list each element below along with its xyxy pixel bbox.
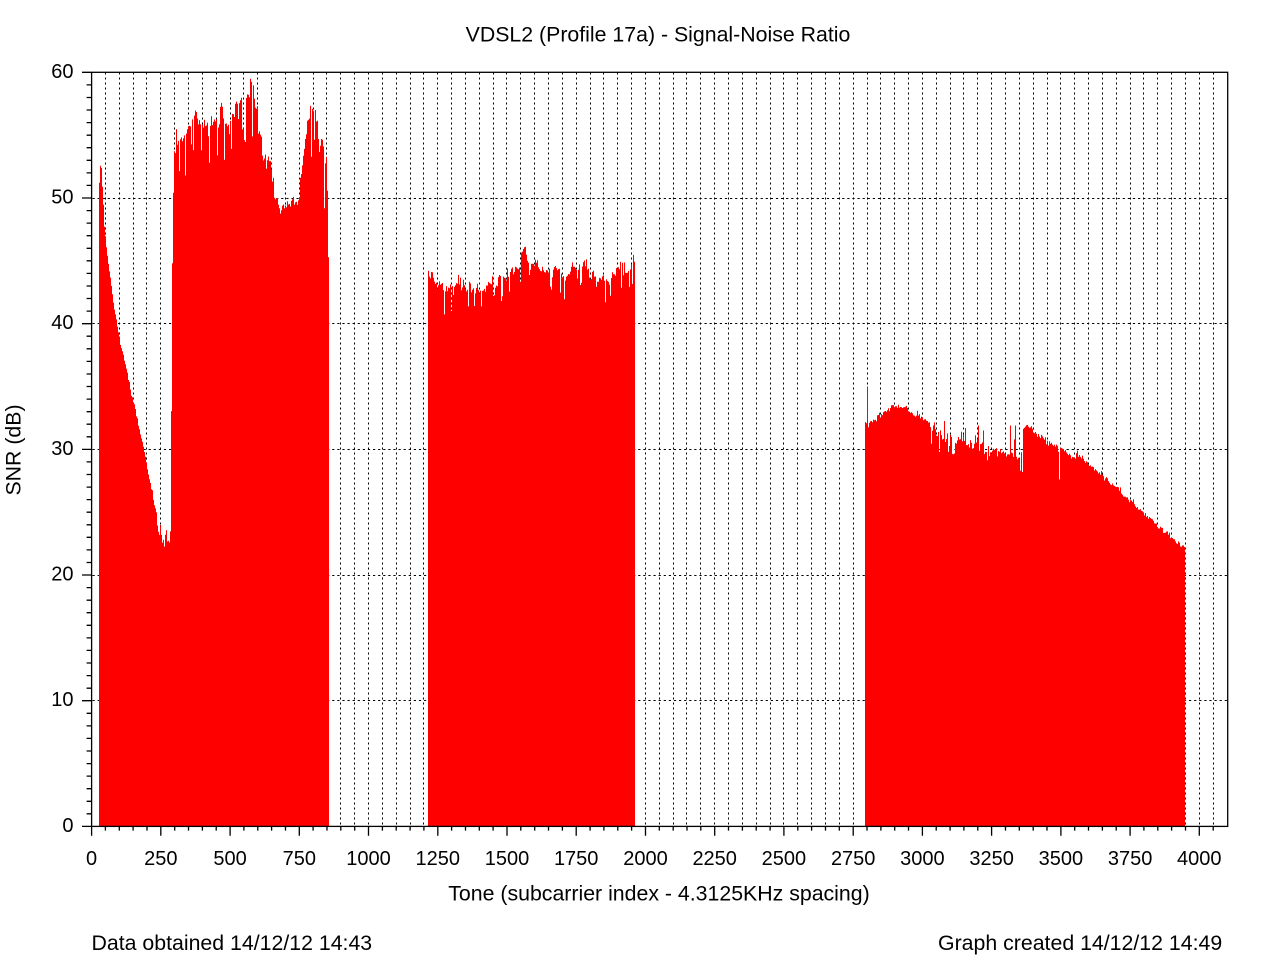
svg-text:2250: 2250 bbox=[692, 848, 737, 870]
svg-text:1500: 1500 bbox=[485, 848, 530, 870]
svg-text:3500: 3500 bbox=[1039, 848, 1084, 870]
svg-text:3750: 3750 bbox=[1108, 848, 1153, 870]
svg-text:500: 500 bbox=[213, 848, 246, 870]
svg-text:2500: 2500 bbox=[762, 848, 807, 870]
svg-text:3250: 3250 bbox=[969, 848, 1014, 870]
svg-text:20: 20 bbox=[51, 564, 73, 586]
svg-text:4000: 4000 bbox=[1177, 848, 1222, 870]
svg-text:Tone (subcarrier index - 4.312: Tone (subcarrier index - 4.3125KHz spaci… bbox=[448, 882, 869, 906]
svg-text:Graph created 14/12/12 14:49: Graph created 14/12/12 14:49 bbox=[938, 931, 1222, 955]
svg-text:40: 40 bbox=[51, 312, 73, 334]
svg-text:2000: 2000 bbox=[623, 848, 668, 870]
svg-text:1750: 1750 bbox=[554, 848, 599, 870]
svg-text:50: 50 bbox=[51, 187, 73, 209]
svg-text:1250: 1250 bbox=[416, 848, 461, 870]
svg-text:SNR (dB): SNR (dB) bbox=[2, 404, 26, 495]
svg-text:VDSL2 (Profile 17a) - Signal-N: VDSL2 (Profile 17a) - Signal-Noise Ratio bbox=[466, 22, 851, 46]
svg-text:750: 750 bbox=[283, 848, 316, 870]
svg-text:3000: 3000 bbox=[900, 848, 945, 870]
svg-text:60: 60 bbox=[51, 61, 73, 83]
svg-text:1000: 1000 bbox=[346, 848, 391, 870]
svg-text:Data obtained 14/12/12 14:43: Data obtained 14/12/12 14:43 bbox=[92, 931, 373, 955]
svg-text:10: 10 bbox=[51, 689, 73, 711]
svg-text:0: 0 bbox=[62, 815, 73, 837]
svg-text:0: 0 bbox=[86, 848, 97, 870]
svg-text:250: 250 bbox=[144, 848, 177, 870]
svg-text:30: 30 bbox=[51, 438, 73, 460]
svg-text:2750: 2750 bbox=[831, 848, 876, 870]
